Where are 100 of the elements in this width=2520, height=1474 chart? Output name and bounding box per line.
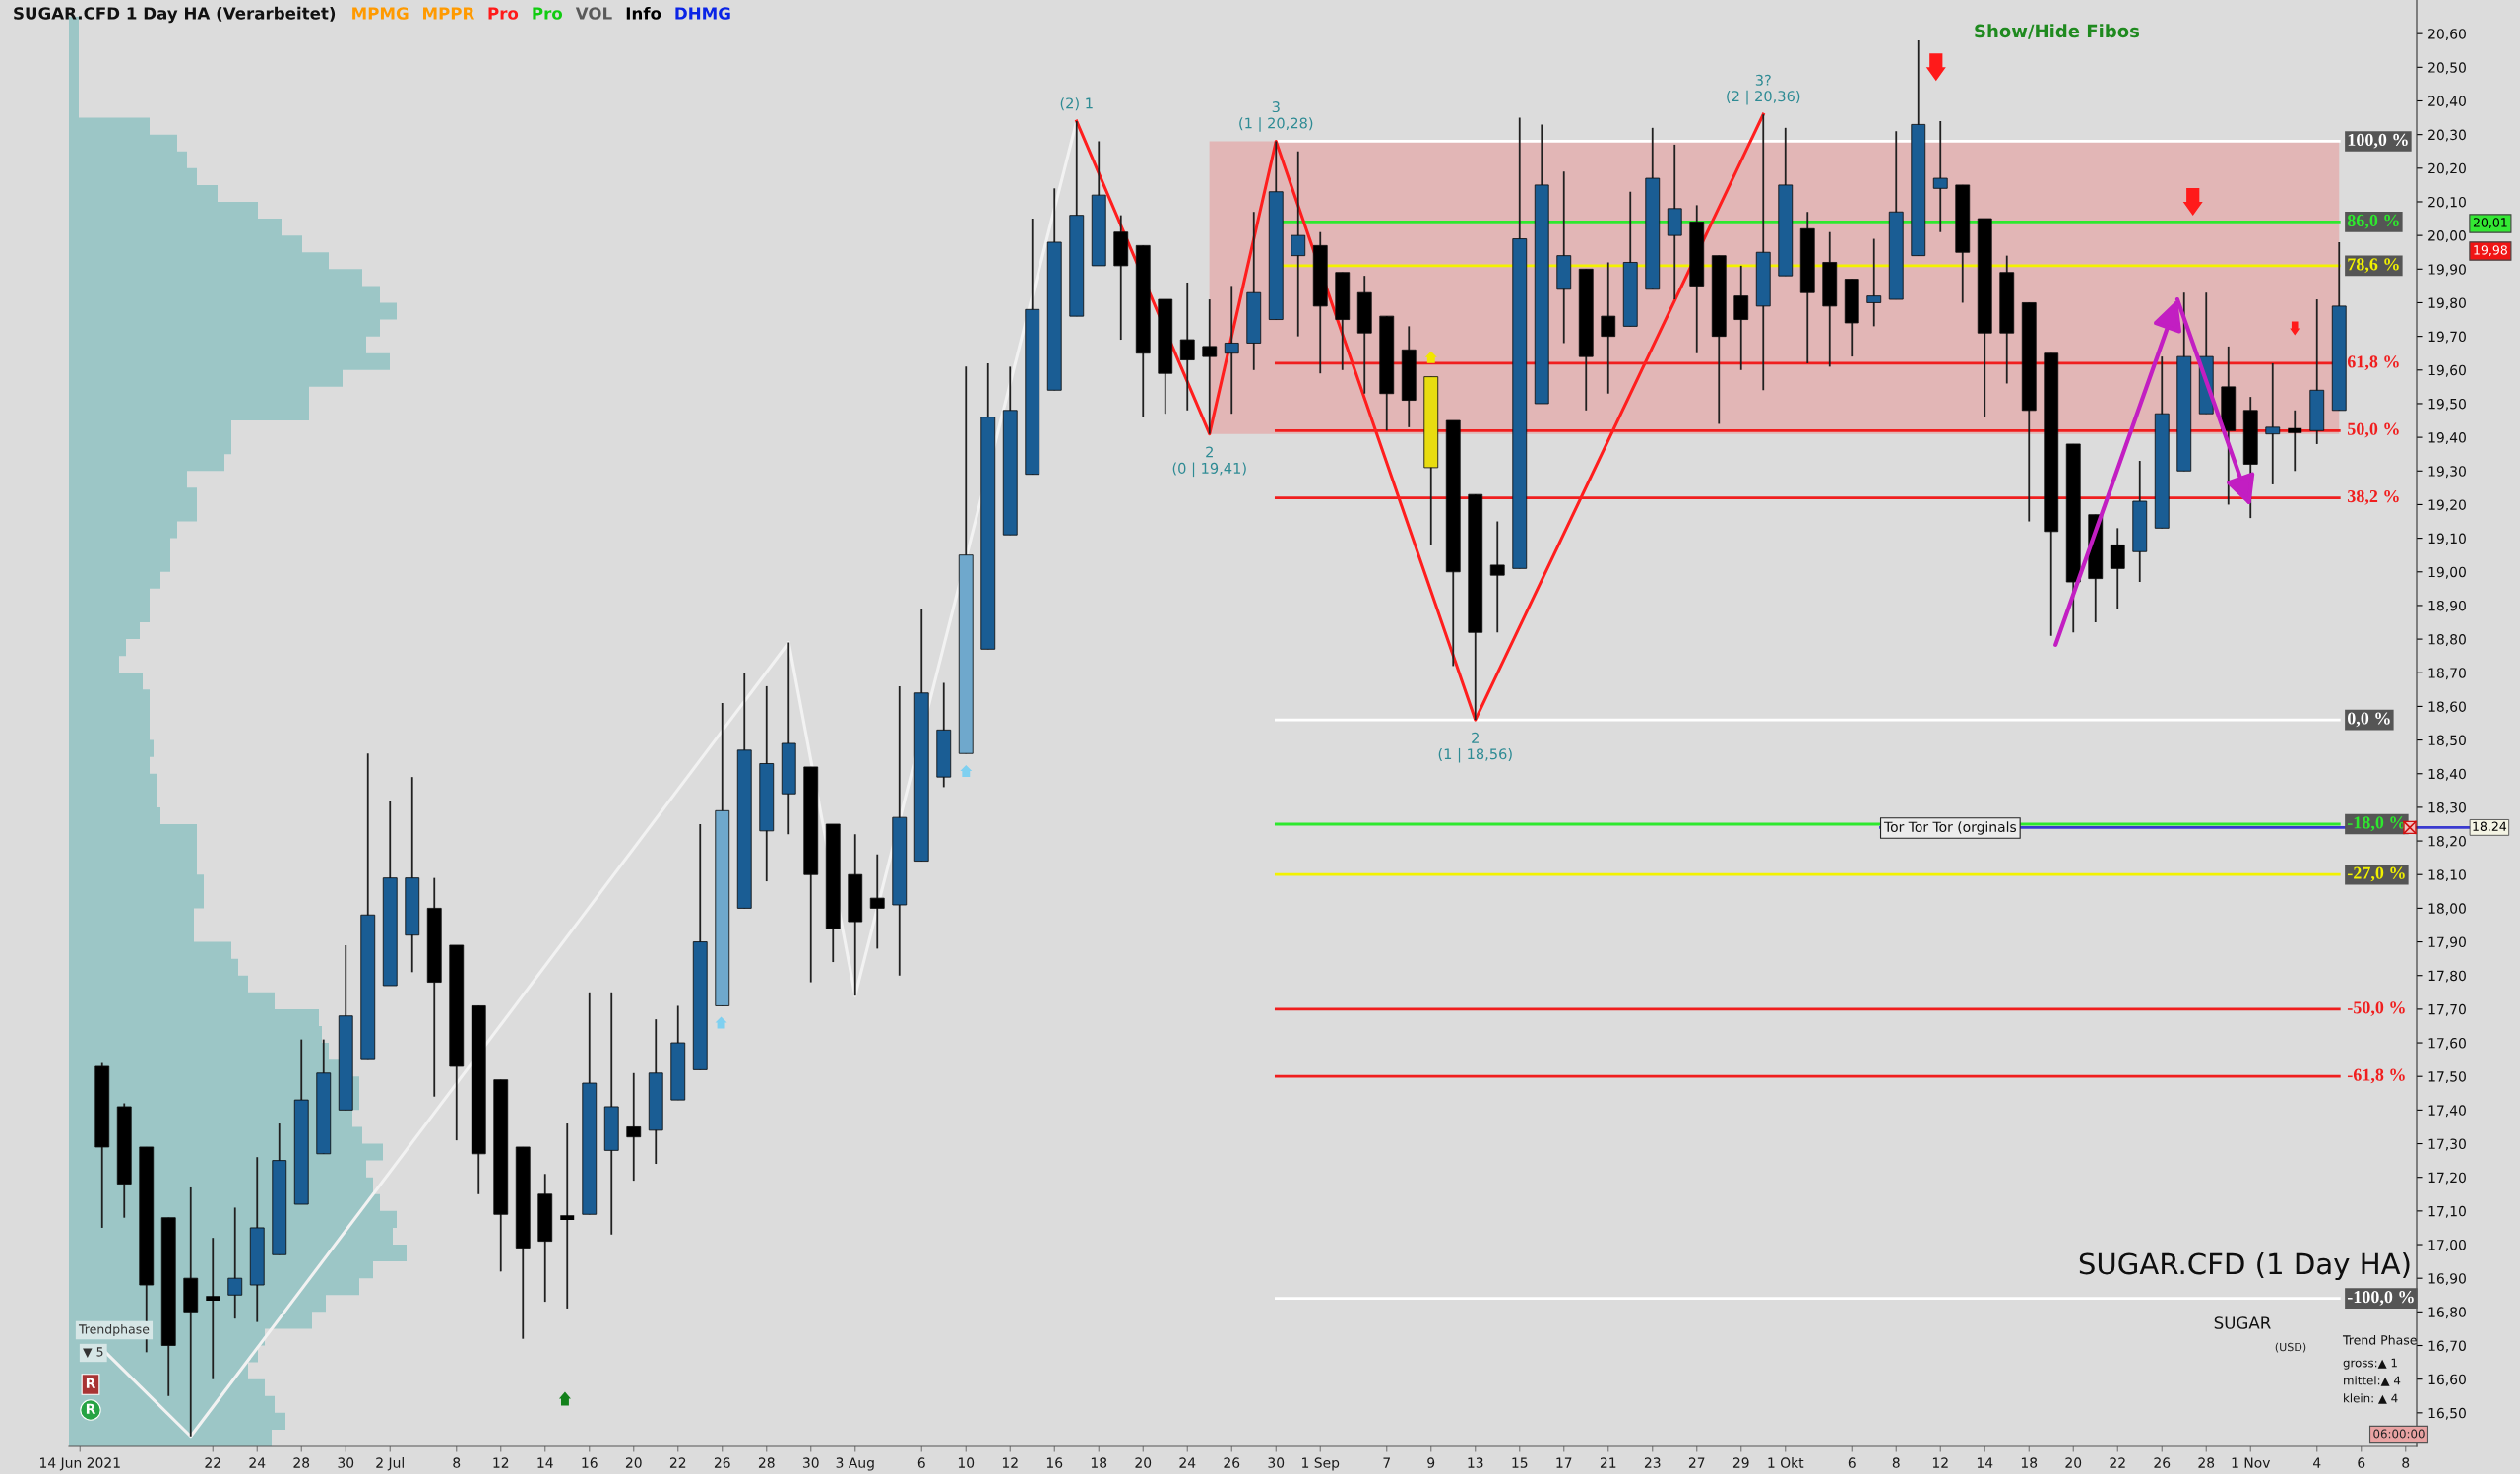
x-tick-label: 22 [2110,1457,2125,1468]
x-tick-label: 14 [537,1457,553,1468]
x-tick-label: 27 [1688,1457,1705,1468]
candlestick [1202,298,1218,435]
y-tick-label: 16,80 [2428,1307,2466,1319]
x-tick-label: 13 [1468,1457,1483,1468]
y-tick-label: 17,40 [2428,1105,2466,1118]
x-tick-label: 12 [493,1457,509,1468]
x-tick-label: 18 [2021,1457,2038,1468]
y-tick-label: 17,70 [2428,1003,2466,1016]
x-tick-label: 8 [2402,1457,2410,1468]
y-tick-label: 20,40 [2428,96,2466,108]
annotation: 06:00:00 [2373,1429,2425,1439]
y-tick-label: 20,00 [2428,230,2466,243]
x-tick-label: 10 [958,1457,975,1468]
y-tick-label: 20,20 [2428,162,2466,175]
x-tick-label: 26 [1224,1457,1240,1468]
x-tick-label: 28 [2198,1457,2215,1468]
x-tick-label: 24 [249,1457,266,1468]
x-tick-label: 23 [1644,1457,1661,1468]
annotation: -27,0 % [2347,866,2405,882]
annotation: -100,0 % [2347,1291,2414,1306]
y-tick-label: 18,20 [2428,836,2466,848]
x-tick-label: 28 [293,1457,310,1468]
x-tick-label: 1 Okt [1768,1457,1804,1468]
ref-line-label: 18.24 [2473,821,2507,832]
annotation: 100,0 % [2348,133,2408,149]
annotation: R [86,1378,96,1388]
annotation: (2) 1 [1060,97,1093,111]
candlestick [1932,120,1948,233]
annotation: -61,8 % [2347,1068,2405,1084]
annotation: -18,0 % [2347,816,2405,832]
x-tick-label: 9 [1427,1457,1435,1468]
annotation: gross:▲ 1 [2343,1358,2397,1370]
annotation: -50,0 % [2347,1001,2405,1017]
annotation: 2 (1 | 18,56) [1438,732,1512,763]
x-tick-label: 24 [1179,1457,1196,1468]
x-tick-label: 8 [1892,1457,1900,1468]
annotation: 38,2 % [2347,489,2399,505]
x-tick-label: 6 [2358,1457,2365,1468]
text: 19,98 [2474,245,2507,256]
candlestick [1866,237,1882,328]
annotation: SUGAR.CFD (1 Day HA) [2079,1251,2410,1281]
annotation: mittel:▲ 4 [2344,1376,2401,1386]
y-tick-label: 18,50 [2428,735,2466,747]
annotation: MPMG [352,7,409,20]
annotation: 3 (1 | 20,28) [1239,101,1313,132]
candlestick [2110,527,2125,610]
chart-title: SUGAR.CFD 1 Day HA (Verarbeitet) [14,6,336,24]
x-tick-label: 14 [1977,1457,1993,1468]
annotation: 3? (2 | 20,36) [1727,74,1800,105]
y-tick-label: 17,10 [2428,1205,2466,1218]
y-tick-label: 17,30 [2428,1138,2466,1151]
annotation: (USD) [2275,1342,2306,1353]
x-tick-label: 14 Jun 2021 [40,1457,120,1471]
annotation: Show/Hide Fibos [1975,24,2140,39]
annotation: 50,0 % [2348,422,2399,438]
y-tick-label: 19,30 [2428,466,2466,479]
candlestick [1291,150,1306,338]
x-tick-label: 4 [2313,1457,2321,1468]
x-tick-label: 30 [338,1457,354,1468]
text: 20,01 [2473,218,2507,228]
annotation: 61,8 % [2347,355,2399,371]
x-tick-label: 30 [1268,1457,1285,1468]
y-tick-label: 17,60 [2428,1038,2466,1050]
y-tick-label: 20,30 [2428,129,2466,142]
y-tick-label: 18,30 [2428,801,2466,814]
y-tick-label: 19,20 [2428,499,2466,512]
annotation: Pro [533,7,563,20]
x-tick-label: 26 [714,1457,730,1468]
x-tick-label: 12 [1002,1457,1018,1468]
x-tick-label: 30 [802,1457,819,1468]
y-tick-label: 19,10 [2428,533,2466,545]
candlestick [1179,282,1195,412]
y-tick-label: 20,50 [2428,62,2466,75]
candlestick [1733,264,1749,371]
candlestick [1601,261,1616,395]
annotation: DHMG [675,7,730,20]
x-tick-label: 3 Aug [836,1457,874,1471]
x-tick-label: 29 [1732,1457,1749,1468]
x-tick-label: 16 [1046,1457,1063,1468]
x-tick-label: 7 [1383,1457,1390,1468]
annotation: SUGAR [2214,1316,2271,1329]
y-tick-label: 17,20 [2428,1172,2466,1185]
y-tick-label: 18,90 [2428,600,2466,612]
x-tick-label: 8 [453,1457,461,1468]
y-tick-label: 18,60 [2428,701,2466,714]
y-tick-label: 18,80 [2428,634,2466,646]
y-tick-label: 18,40 [2428,768,2466,781]
candlestick [227,1206,243,1320]
x-tick-label: 21 [1600,1457,1616,1468]
annotation: 2 (0 | 19,41) [1172,446,1246,478]
x-tick-label: 28 [758,1457,775,1468]
y-tick-label: 18,00 [2428,903,2466,916]
y-tick-label: 16,90 [2428,1273,2466,1286]
y-tick-label: 17,00 [2428,1239,2466,1251]
y-tick-label: 20,60 [2428,29,2466,41]
x-tick-label: 6 [917,1457,925,1468]
y-tick-label: 19,00 [2428,566,2466,579]
annotation: 78,6 % [2348,258,2399,274]
